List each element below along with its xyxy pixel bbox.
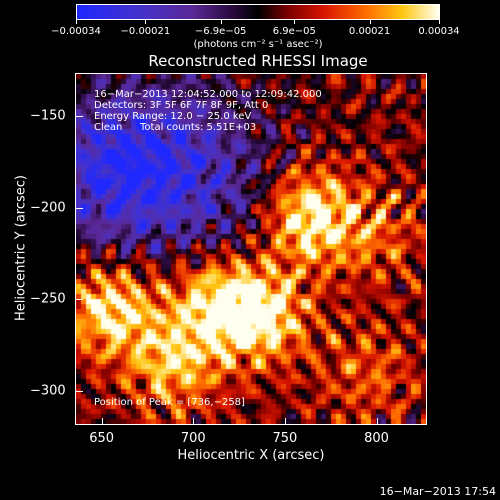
heatmap-plot-area: 16−Mar−2013 12:04:52.000 to 12:09:42.000…: [75, 73, 427, 425]
y-tick-mark: [76, 299, 83, 301]
plot-timestamp: 16−Mar−2013 17:54: [379, 485, 496, 498]
y-tick-mark: [76, 207, 83, 209]
colorbar-tick-label: −0.00021: [120, 26, 171, 37]
x-tick-label: 750: [272, 431, 298, 446]
chart-title: Reconstructed RHESSI Image: [148, 52, 368, 70]
colorbar-tick-label: −0.00034: [51, 26, 101, 37]
y-tick-label: −200: [30, 200, 66, 216]
colorbar-tick-label: 0.00034: [418, 26, 460, 37]
detectors-annotation: Detectors: 3F 5F 6F 7F 8F 9F, Att 0: [94, 100, 269, 111]
x-tick-mark: [193, 418, 195, 425]
x-tick-mark: [376, 418, 378, 425]
colorbar-tick-mark: [145, 20, 147, 24]
x-tick-mark: [284, 418, 286, 425]
y-tick-label: −300: [30, 383, 66, 399]
clean-annotation: Clean: [94, 122, 123, 133]
y-axis-label: Heliocentric Y (arcsec): [13, 175, 29, 321]
y-tick-mark: [76, 116, 83, 118]
colorbar: [76, 4, 440, 20]
x-tick-label: 700: [180, 431, 206, 446]
colorbar-tick-mark: [439, 20, 440, 24]
time-range-annotation: 16−Mar−2013 12:04:52.000 to 12:09:42.000: [94, 89, 322, 100]
heatmap-image: [76, 74, 426, 424]
colorbar-tick-mark: [76, 20, 77, 24]
x-tick-mark: [101, 418, 103, 425]
y-tick-label: −150: [30, 108, 66, 124]
y-tick-label: −250: [30, 291, 66, 307]
energy-range-annotation: Energy Range: 12.0 − 25.0 keV: [94, 111, 252, 122]
total-counts-annotation: Total counts: 5.51E+03: [140, 122, 257, 133]
colorbar-tick-label: −6.9e−05: [194, 26, 247, 37]
colorbar-tick-label: 0.00021: [348, 26, 391, 37]
x-axis-label: Heliocentric X (arcsec): [177, 448, 325, 463]
y-tick-mark: [76, 391, 83, 393]
colorbar-tick-mark: [294, 20, 296, 24]
peak-position-annotation: Position of Peak = [736,−258]: [94, 397, 245, 408]
colorbar-units: (photons cm⁻² s⁻¹ asec⁻²): [193, 39, 323, 50]
colorbar-tick-mark: [220, 20, 222, 24]
colorbar-tick-label: 6.9e−05: [272, 26, 316, 37]
x-tick-label: 800: [364, 431, 389, 446]
x-tick-label: 650: [89, 431, 115, 446]
colorbar-tick-mark: [369, 20, 371, 24]
